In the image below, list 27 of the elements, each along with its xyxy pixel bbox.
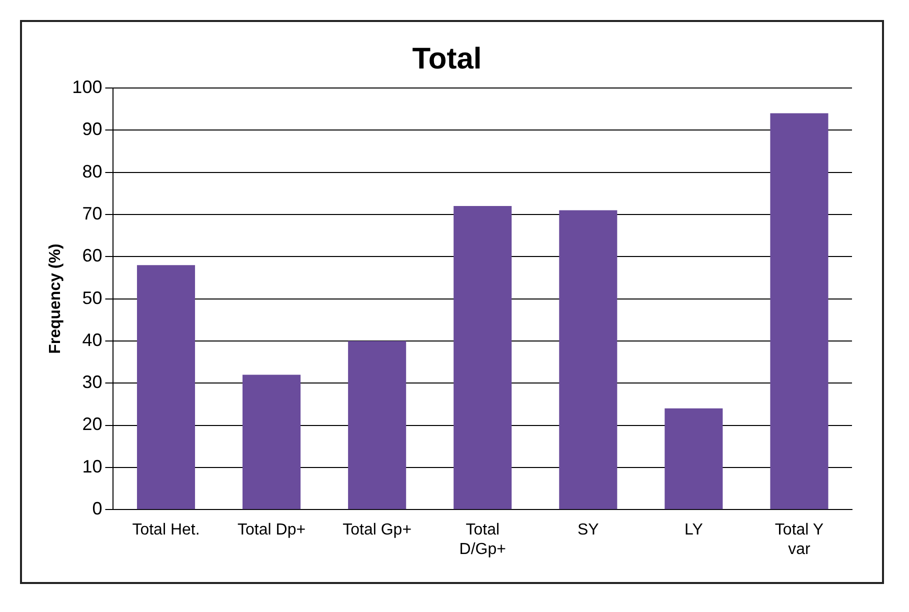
y-axis-title: Frequency (%) xyxy=(47,244,64,354)
bar xyxy=(559,210,618,510)
y-tick-label: 90 xyxy=(82,119,102,140)
y-tick-label: 40 xyxy=(82,330,102,350)
y-tick-label: 100 xyxy=(72,76,102,97)
y-tick-label: 60 xyxy=(82,246,102,266)
y-tick-label: 80 xyxy=(82,161,102,182)
y-tick-label: 70 xyxy=(82,203,102,224)
y-tick-label: 20 xyxy=(82,414,102,434)
x-tick-label: Total Gp+ xyxy=(342,522,412,539)
bar xyxy=(454,206,512,510)
y-tick-label: 30 xyxy=(82,372,102,392)
y-tick-label: 10 xyxy=(82,456,102,476)
y-tick-label: 0 xyxy=(92,498,102,519)
bar xyxy=(664,408,723,510)
bar xyxy=(242,374,301,510)
x-tick-label: Total D/Gp+ xyxy=(459,522,506,558)
x-tick-label: Total Het. xyxy=(132,522,200,539)
x-tick-label: Total Dp+ xyxy=(238,522,306,539)
bar xyxy=(136,265,196,510)
x-tick-label: LY xyxy=(684,522,704,539)
x-tick-label: Total Y var xyxy=(774,522,824,558)
chart-title: Total xyxy=(412,42,482,76)
x-tick-label: SY xyxy=(577,522,600,539)
bar xyxy=(348,340,406,510)
y-tick-label: 50 xyxy=(82,288,102,308)
bar xyxy=(770,113,828,510)
